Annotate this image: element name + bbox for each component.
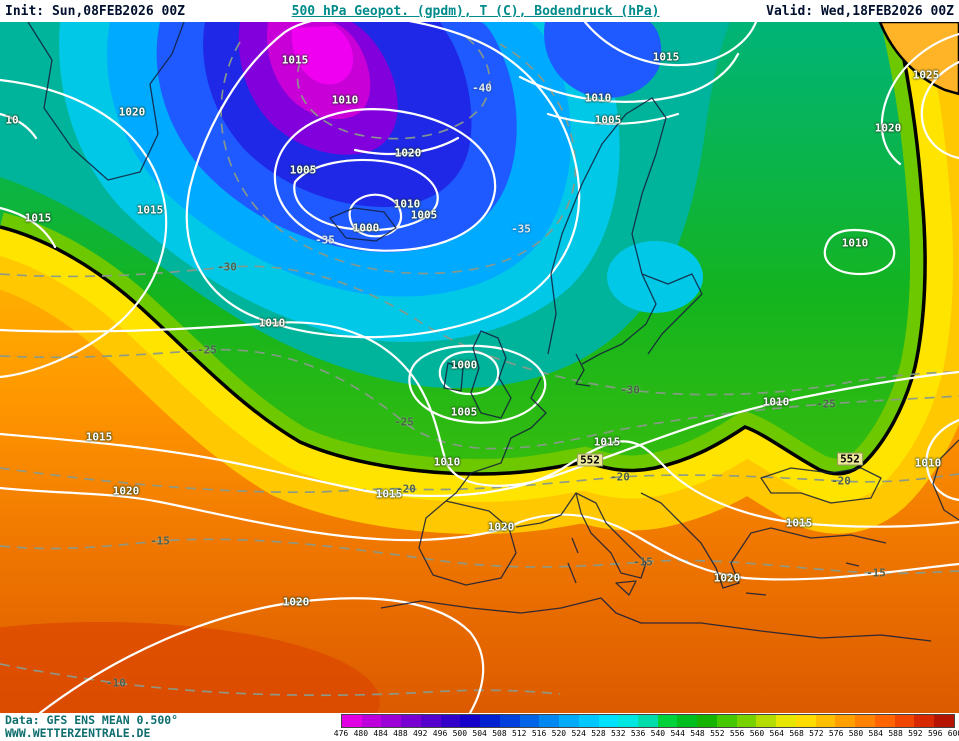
colorbar-cell [342,715,362,727]
geopotential-colorbar: 476 480 484 488 492 496 500 504 508 512 516 520 524 5… [334,714,959,740]
colorbar-tick: 524 [571,729,586,738]
credits: Data: GFS ENS MEAN 0.500° WWW.WETTERZENT… [5,714,178,740]
colorbar-cell [795,715,816,727]
colorbar-tick: 548 [690,729,705,738]
colorbar-cell [361,715,382,727]
colorbar-tick: 568 [789,729,804,738]
colorbar-cell [677,715,698,727]
colorbar-cell [559,715,579,727]
colorbar-tick: 580 [848,729,864,738]
colorbar-cell [480,715,500,727]
colorbar-cell [638,715,658,727]
colorbar-tick: 556 [729,729,745,738]
colorbar-cell [855,715,875,727]
colorbar-tick: 572 [809,729,824,738]
colorbar-tick: 480 [353,729,369,738]
chart-title: 500 hPa Geopot. (gpdm), T (C), Bodendruc… [291,3,660,19]
colorbar-cell [381,715,402,727]
colorbar-cell [815,715,836,727]
colorbar-tick: 576 [828,729,844,738]
colorbar-tick: 496 [432,729,448,738]
colorbar-cell [756,715,777,727]
colorbar-tick: 512 [512,729,527,738]
weather-map-image [0,22,959,713]
colorbar-cell [578,715,599,727]
colorbar-tick: 540 [650,729,666,738]
colorbar-tick: 484 [373,729,388,738]
colorbar-tick: 592 [908,729,923,738]
colorbar-cell [519,715,540,727]
colorbar-cell [934,715,954,727]
colorbar-tick: 584 [868,729,883,738]
colorbar-cell [401,715,421,727]
colorbar-cell [874,715,895,727]
colorbar-tick: 508 [492,729,507,738]
colorbar-cell [914,715,935,727]
colorbar-cell [776,715,796,727]
colorbar-cell [657,715,678,727]
colorbar-cell [539,715,560,727]
colorbar-cell [420,715,441,727]
colorbar-tick: 552 [710,729,725,738]
colorbar-tick: 492 [412,729,428,738]
colorbar-cells [341,714,955,728]
colorbar-cell [835,715,856,727]
valid-datetime: Valid: Wed,18FEB2026 00Z [766,3,954,19]
init-datetime: Init: Sun,08FEB2026 00Z [5,3,186,19]
colorbar-cell [460,715,481,727]
colorbar-tick: 516 [531,729,547,738]
colorbar-cell [440,715,461,727]
colorbar-tick: 564 [769,729,784,738]
colorbar-cell [736,715,757,727]
colorbar-cell [598,715,619,727]
colorbar-tick: 476 [333,729,349,738]
weather-map: 1015 1010 1020 1005 1010 1005 1000 1020 10 1015 10… [0,22,959,713]
chart-footer: Data: GFS ENS MEAN 0.500° WWW.WETTERZENT… [0,713,959,741]
colorbar-tick: 504 [472,729,487,738]
colorbar-cell [618,715,639,727]
colorbar-tick: 536 [630,729,646,738]
colorbar-tick: 600 [947,729,959,738]
colorbar-tick: 520 [551,729,567,738]
colorbar-cell [716,715,737,727]
colorbar-tick: 488 [393,729,408,738]
colorbar-tick-labels: 476 480 484 488 492 496 500 504 508 512 516 520 524 5… [334,729,959,740]
colorbar-cell [697,715,717,727]
colorbar-tick: 528 [591,729,606,738]
colorbar-tick: 588 [888,729,903,738]
colorbar-tick: 560 [749,729,765,738]
data-source-text: Data: GFS ENS MEAN 0.500° [5,713,179,727]
colorbar-tick: 532 [611,729,626,738]
website-text: WWW.WETTERZENTRALE.DE [5,726,151,740]
colorbar-tick: 544 [670,729,685,738]
colorbar-cell [894,715,915,727]
colorbar-tick: 500 [452,729,468,738]
colorbar-cell [499,715,520,727]
colorbar-tick: 596 [927,729,943,738]
chart-header: Init: Sun,08FEB2026 00Z 500 hPa Geopot. … [0,0,959,22]
